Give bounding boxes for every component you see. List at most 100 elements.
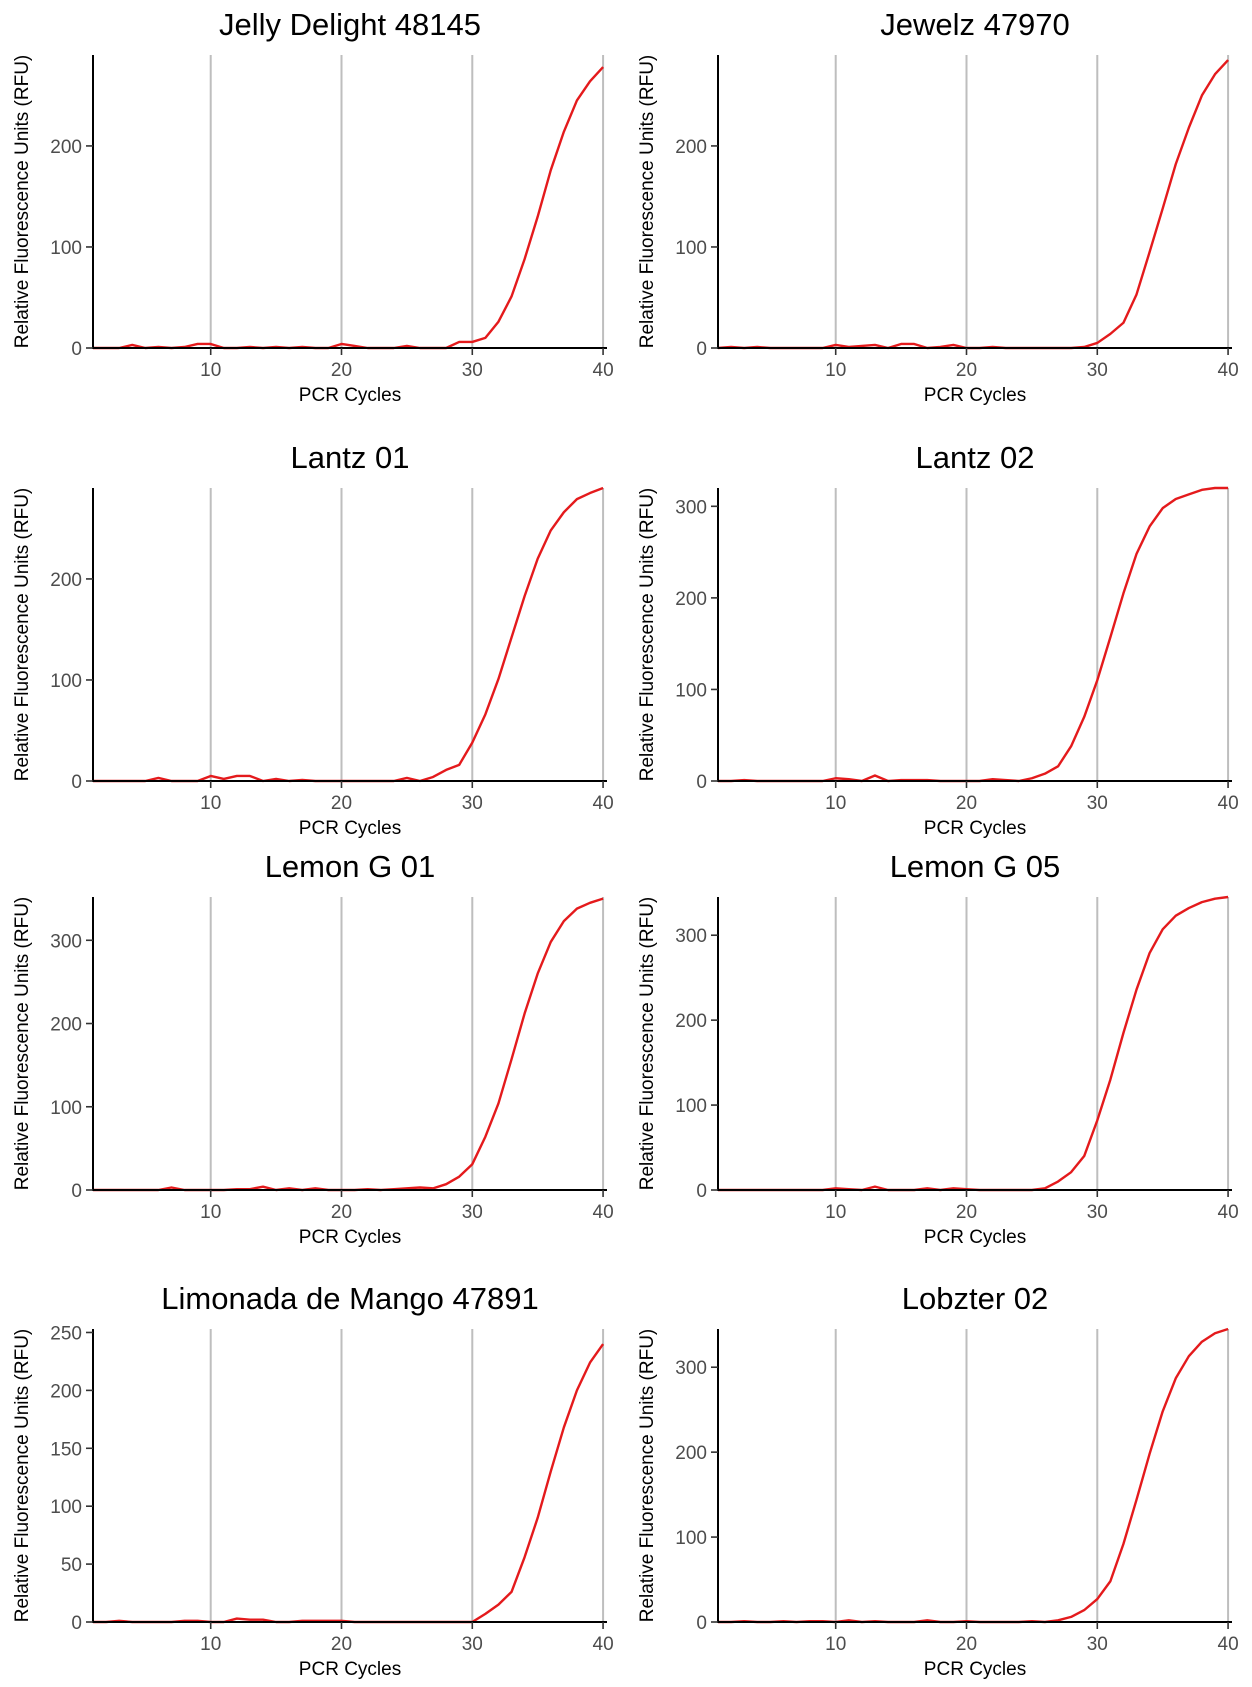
panel-title: Lemon G 05	[890, 849, 1061, 884]
x-tick-label: 40	[593, 1634, 614, 1655]
x-axis-label: PCR Cycles	[299, 1227, 401, 1248]
chart-panel: 0 100 200 300 10 20 30 40 Lemon G 05 PCR Cycles Re…	[637, 849, 1239, 1248]
series-line	[93, 1343, 605, 1624]
y-tick-label: 300	[675, 1358, 707, 1379]
y-tick-label: 200	[675, 589, 707, 610]
y-tick-label: 0	[696, 1613, 707, 1634]
x-tick-label: 40	[1218, 1634, 1239, 1655]
panel-title: Lantz 01	[291, 440, 410, 475]
y-tick-label: 100	[50, 1098, 82, 1119]
y-axis-label: Relative Fluorescence Units (RFU)	[637, 55, 658, 349]
y-axis-label: Relative Fluorescence Units (RFU)	[637, 897, 658, 1191]
x-tick-label: 20	[331, 360, 352, 381]
x-tick-label: 10	[825, 1634, 846, 1655]
y-axis-label: Relative Fluorescence Units (RFU)	[12, 1329, 33, 1623]
y-tick-label: 100	[675, 1096, 707, 1117]
x-axis-label: PCR Cycles	[924, 818, 1026, 839]
chart-panel: 0 100 200 10 20 30 40 Jewelz 47970 PCR Cycles Rel…	[637, 7, 1239, 406]
y-tick-label: 150	[50, 1439, 82, 1460]
x-tick-label: 10	[200, 360, 221, 381]
y-tick-label: 0	[696, 1181, 707, 1202]
x-tick-label: 30	[462, 1202, 483, 1223]
y-tick-label: 250	[50, 1323, 82, 1344]
x-tick-label: 10	[200, 1202, 221, 1223]
x-tick-label: 30	[462, 793, 483, 814]
panel-title: Jelly Delight 48145	[219, 7, 481, 42]
y-tick-label: 0	[71, 339, 82, 360]
y-tick-label: 200	[50, 1015, 82, 1036]
x-tick-label: 20	[956, 793, 977, 814]
x-axis-label: PCR Cycles	[299, 818, 401, 839]
x-tick-label: 20	[331, 1634, 352, 1655]
y-axis-label: Relative Fluorescence Units (RFU)	[12, 55, 33, 349]
series-line	[718, 895, 1229, 1192]
y-tick-label: 0	[71, 772, 82, 793]
y-tick-label: 0	[696, 339, 707, 360]
x-tick-label: 10	[825, 793, 846, 814]
x-tick-label: 40	[593, 793, 614, 814]
x-tick-label: 30	[462, 360, 483, 381]
x-tick-label: 40	[593, 360, 614, 381]
x-tick-label: 10	[200, 1634, 221, 1655]
y-tick-label: 100	[675, 680, 707, 701]
y-tick-label: 100	[675, 1528, 707, 1549]
x-tick-label: 10	[825, 360, 846, 381]
x-tick-label: 40	[1218, 360, 1239, 381]
series-line	[93, 897, 604, 1192]
panel-title: Limonada de Mango 47891	[161, 1281, 538, 1316]
x-tick-label: 30	[1087, 793, 1108, 814]
x-tick-label: 20	[331, 793, 352, 814]
chart-panel: 0 100 200 300 10 20 30 40 Lobzter 02 PCR Cycles Re…	[637, 1281, 1239, 1680]
y-axis-label: Relative Fluorescence Units (RFU)	[637, 1329, 658, 1623]
y-axis-label: Relative Fluorescence Units (RFU)	[12, 897, 33, 1191]
series-line	[718, 486, 1229, 783]
x-axis-label: PCR Cycles	[924, 1659, 1026, 1680]
x-axis-label: PCR Cycles	[299, 385, 401, 406]
series-line	[93, 486, 604, 783]
x-axis-label: PCR Cycles	[299, 1659, 401, 1680]
series-line	[717, 59, 1229, 350]
y-tick-label: 50	[61, 1555, 82, 1576]
y-tick-label: 200	[675, 137, 707, 158]
y-tick-label: 200	[50, 1381, 82, 1402]
x-tick-label: 20	[956, 1634, 977, 1655]
y-tick-label: 100	[50, 238, 82, 259]
x-axis-label: PCR Cycles	[924, 385, 1026, 406]
chart-panel: 0 100 200 10 20 30 40 Jelly Delight 48145 PCR Cy…	[12, 7, 614, 406]
y-tick-label: 100	[675, 238, 707, 259]
y-tick-label: 200	[675, 1443, 707, 1464]
x-tick-label: 10	[825, 1202, 846, 1223]
x-tick-label: 40	[1218, 793, 1239, 814]
y-tick-label: 100	[50, 1497, 82, 1518]
panel-title: Jewelz 47970	[880, 7, 1070, 42]
panel-title: Lantz 02	[916, 440, 1035, 475]
panel-title: Lemon G 01	[265, 849, 436, 884]
x-axis-label: PCR Cycles	[924, 1227, 1026, 1248]
x-tick-label: 20	[331, 1202, 352, 1223]
x-tick-label: 30	[1087, 1202, 1108, 1223]
x-tick-label: 40	[593, 1202, 614, 1223]
x-tick-label: 20	[956, 1202, 977, 1223]
y-axis-label: Relative Fluorescence Units (RFU)	[12, 488, 33, 782]
chart-panel: 0 100 200 10 20 30 40 Lantz 01 PCR Cycles Relativ…	[12, 440, 614, 839]
x-tick-label: 10	[200, 793, 221, 814]
x-tick-label: 30	[1087, 1634, 1108, 1655]
x-tick-label: 20	[956, 360, 977, 381]
x-tick-label: 30	[1087, 360, 1108, 381]
chart-panel: 0 100 200 300 10 20 30 40 Lantz 02 PCR Cycles Rela…	[637, 440, 1239, 839]
y-tick-label: 300	[675, 497, 707, 518]
x-tick-label: 40	[1218, 1202, 1239, 1223]
x-tick-label: 30	[462, 1634, 483, 1655]
y-tick-label: 0	[71, 1613, 82, 1634]
y-tick-label: 0	[696, 772, 707, 793]
series-line	[718, 1327, 1229, 1624]
y-tick-label: 100	[50, 671, 82, 692]
y-tick-label: 200	[50, 137, 82, 158]
y-tick-label: 200	[675, 1011, 707, 1032]
y-axis-label: Relative Fluorescence Units (RFU)	[637, 488, 658, 782]
y-tick-label: 0	[71, 1181, 82, 1202]
y-tick-label: 300	[675, 926, 707, 947]
chart-panel: 0 50 100 150 200 250 10 20 30 40 Limonada de Mango…	[12, 1281, 614, 1680]
